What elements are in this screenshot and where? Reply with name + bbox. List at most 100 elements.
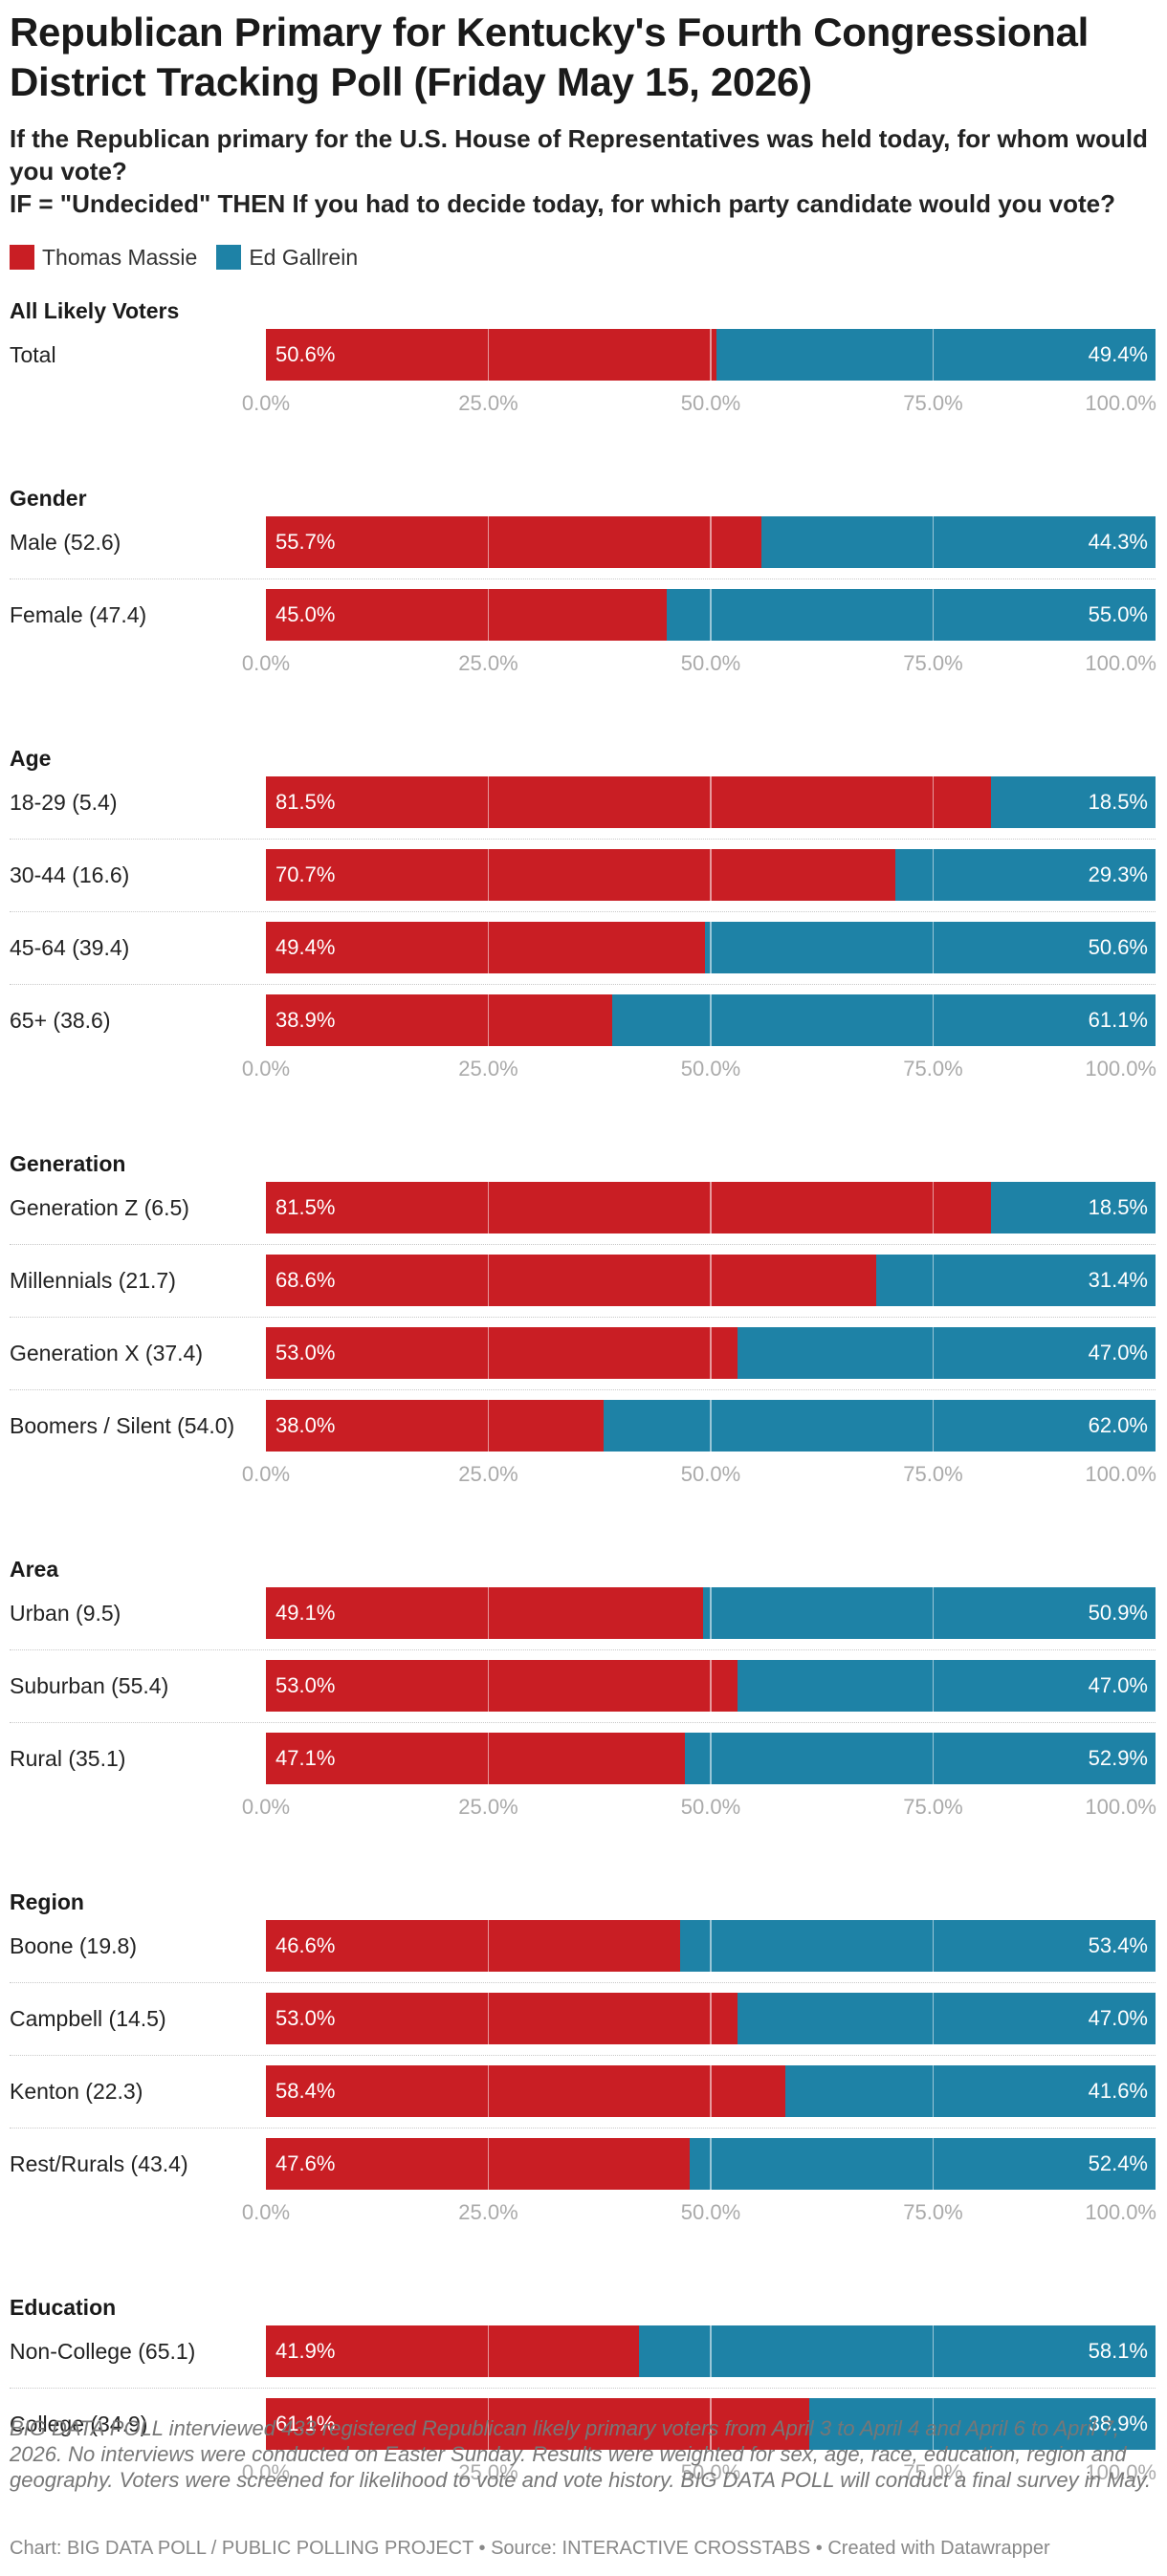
row-label: Non-College (65.1) [10, 2339, 196, 2364]
bar-massie [266, 1182, 991, 1233]
value-label-massie: 55.7% [275, 530, 336, 554]
value-label-gallrein: 50.9% [1088, 1601, 1148, 1625]
value-label-massie: 49.4% [275, 935, 336, 959]
value-label-gallrein: 41.6% [1088, 2079, 1148, 2103]
value-label-massie: 68.6% [275, 1268, 336, 1292]
value-label-gallrein: 47.0% [1088, 1341, 1148, 1364]
value-label-gallrein: 53.4% [1088, 1933, 1148, 1957]
gridline [487, 1920, 490, 1972]
row-label: Male (52.6) [10, 530, 121, 555]
gridline [487, 2138, 490, 2190]
bar-gallrein [638, 2325, 1156, 2377]
value-label-massie: 45.0% [275, 602, 336, 626]
row-label: Rural (35.1) [10, 1746, 126, 1771]
value-label-massie: 61.1% [275, 2412, 336, 2435]
chart-footer: Chart: BIG DATA POLL / PUBLIC POLLING PR… [10, 2538, 1050, 2559]
gridline [932, 2325, 935, 2377]
value-label-gallrein: 38.9% [1088, 2412, 1148, 2435]
gridline [710, 516, 712, 568]
bar-gallrein [894, 849, 1156, 901]
gridline [932, 1255, 935, 1306]
bar-massie [266, 2398, 810, 2450]
value-label-massie: 50.6% [275, 342, 336, 366]
x-tick-label: 100.0% [1085, 391, 1156, 415]
gridline [710, 1733, 712, 1784]
bar-gallrein [990, 1182, 1156, 1233]
gridline [932, 1327, 935, 1379]
value-label-gallrein: 47.0% [1088, 1673, 1148, 1697]
gridline [710, 1920, 712, 1972]
x-tick-label: 50.0% [680, 2200, 741, 2224]
row-separator [10, 1317, 1156, 1318]
value-label-massie: 38.9% [275, 1008, 336, 1032]
row-label: Rest/Rurals (43.4) [10, 2151, 188, 2176]
bar-gallrein [666, 589, 1156, 641]
value-label-massie: 38.0% [275, 1413, 336, 1437]
legend-item-massie: Thomas Massie [10, 245, 197, 271]
group-title: Education [10, 2295, 117, 2320]
row-separator [10, 1389, 1156, 1390]
gridline [487, 1182, 490, 1233]
bar-massie [266, 1587, 703, 1639]
gridline [487, 1327, 490, 1379]
x-tick-label: 100.0% [1085, 1057, 1156, 1081]
x-tick-label: 25.0% [458, 2200, 518, 2224]
gridline [710, 922, 712, 973]
gridline [710, 1400, 712, 1452]
row-separator [10, 1244, 1156, 1245]
value-label-massie: 53.0% [275, 1341, 336, 1364]
row-label: Millennials (21.7) [10, 1268, 176, 1293]
gridline [710, 994, 712, 1046]
value-label-massie: 81.5% [275, 790, 336, 814]
x-tick-label: 25.0% [458, 651, 518, 675]
bar-massie [266, 2138, 690, 2190]
chart-title: Republican Primary for Kentucky's Fourth… [10, 10, 1090, 104]
gridline [710, 1660, 712, 1712]
x-tick-label: 75.0% [903, 1462, 963, 1486]
row-label: Urban (9.5) [10, 1601, 121, 1626]
row-label: 18-29 (5.4) [10, 790, 118, 815]
bar-gallrein [685, 1733, 1156, 1784]
gridline [487, 1733, 490, 1784]
x-tick-label: 75.0% [903, 2200, 963, 2224]
group-title: Generation [10, 1151, 126, 1176]
gridline [710, 1993, 712, 2044]
gridline [487, 2325, 490, 2377]
value-label-gallrein: 61.1% [1088, 1008, 1148, 1032]
gridline [710, 2138, 712, 2190]
gridline [710, 2065, 712, 2117]
value-label-gallrein: 44.3% [1088, 530, 1148, 554]
value-label-massie: 49.1% [275, 1601, 336, 1625]
x-tick-label: 100.0% [1085, 1462, 1156, 1486]
gridline [932, 2138, 935, 2190]
bar-gallrein [702, 1587, 1156, 1639]
row-separator [10, 911, 1156, 912]
gridline [932, 1920, 935, 1972]
row-label: Generation Z (6.5) [10, 1195, 189, 1220]
gridline [932, 329, 935, 381]
gridline [487, 849, 490, 901]
gridline [487, 2065, 490, 2117]
bar-gallrein [604, 1400, 1156, 1452]
row-separator [10, 839, 1156, 840]
row-label: Boomers / Silent (54.0) [10, 1413, 235, 1438]
value-label-massie: 41.9% [275, 2339, 336, 2363]
x-tick-label: 0.0% [241, 391, 291, 415]
gridline [487, 1993, 490, 2044]
legend-label-massie: Thomas Massie [42, 244, 198, 270]
bar-gallrein [737, 1660, 1156, 1712]
gridline [710, 2325, 712, 2377]
x-tick-label: 50.0% [680, 391, 741, 415]
group-title: Region [10, 1889, 84, 1914]
gridline [932, 2065, 935, 2117]
value-label-massie: 47.6% [275, 2151, 336, 2175]
row-label: 45-64 (39.4) [10, 935, 130, 960]
value-label-massie: 47.1% [275, 1746, 336, 1770]
gridline [932, 922, 935, 973]
value-label-gallrein: 49.4% [1088, 342, 1148, 366]
gridline [487, 1400, 490, 1452]
row-separator [10, 2388, 1156, 2389]
bar-gallrein [990, 776, 1156, 828]
gridline [710, 1255, 712, 1306]
bar-gallrein [875, 1255, 1156, 1306]
